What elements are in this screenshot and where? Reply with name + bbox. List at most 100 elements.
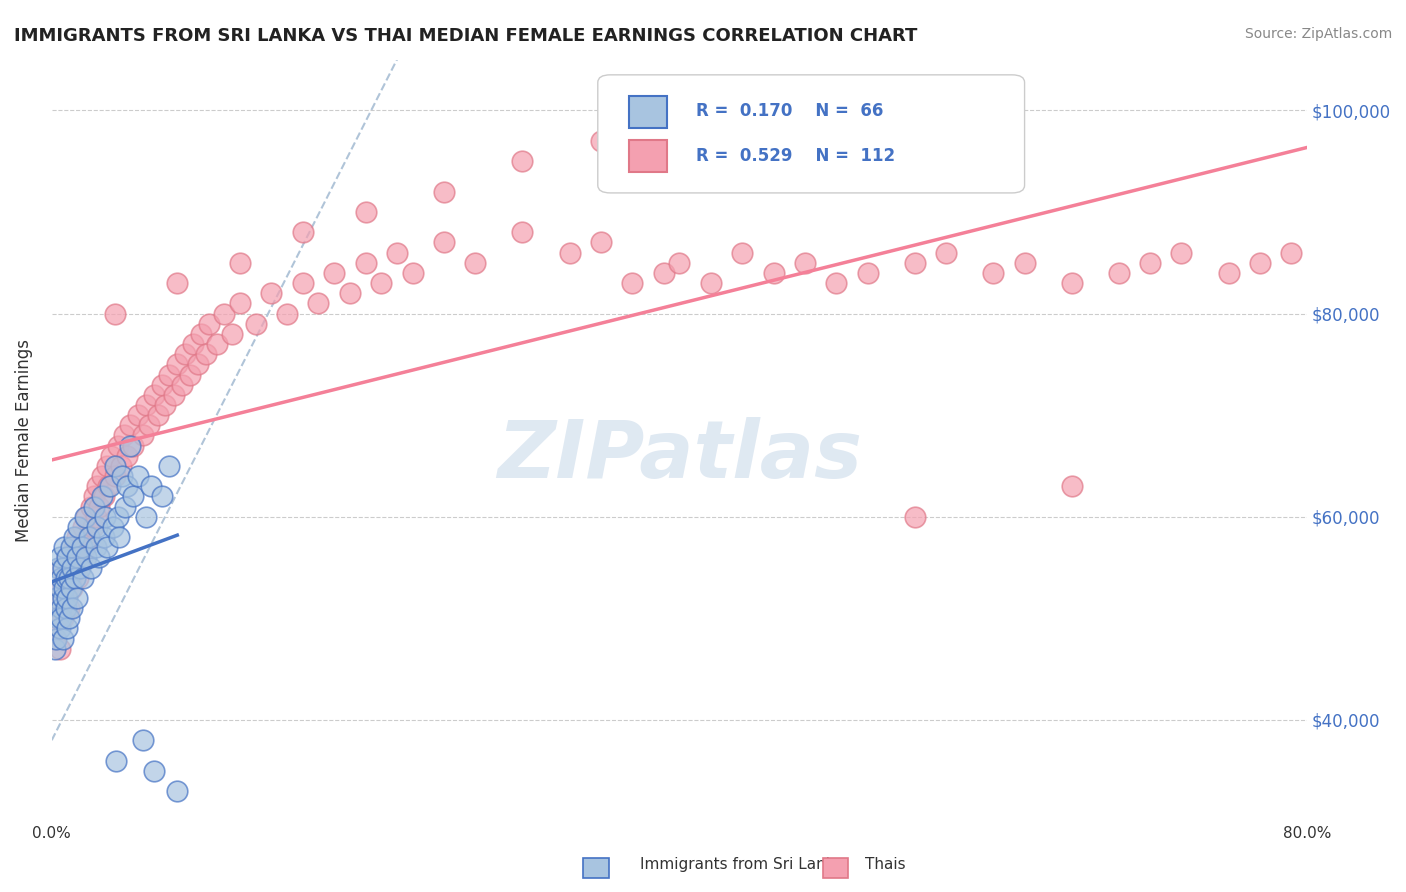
Text: Source: ZipAtlas.com: Source: ZipAtlas.com (1244, 27, 1392, 41)
Point (59, 540, 82, 554)
Point (166, 276, 188, 290)
Point (75, 550, 97, 565)
Point (148, 408, 170, 422)
Point (58, 601, 80, 615)
Point (87, 550, 110, 565)
Point (589, 235, 612, 250)
Point (323, 266, 346, 280)
Point (65, 571, 87, 585)
Point (72, 571, 94, 585)
Point (401, 266, 423, 280)
Point (51, 571, 73, 585)
Text: Thais: Thais (865, 857, 905, 872)
Point (48, 550, 70, 565)
Point (1218, 266, 1240, 280)
Point (245, 317, 267, 331)
Point (291, 276, 314, 290)
Point (668, 134, 690, 148)
Point (132, 733, 155, 747)
Point (60, 560, 83, 574)
Point (181, 337, 204, 351)
Point (67, 571, 90, 585)
Point (229, 256, 252, 270)
Point (668, 256, 690, 270)
Point (69, 560, 91, 574)
Point (55, 591, 77, 605)
Point (51, 560, 73, 574)
Point (52, 611, 75, 625)
Point (433, 235, 456, 250)
Point (83, 490, 105, 504)
Point (385, 245, 408, 260)
Point (308, 296, 330, 310)
Point (138, 418, 160, 433)
Point (59, 581, 82, 595)
Point (45, 591, 67, 605)
Point (166, 357, 188, 371)
Point (94, 509, 117, 524)
Point (112, 428, 135, 442)
Point (51, 601, 73, 615)
Point (66, 530, 89, 544)
Point (48, 581, 70, 595)
Point (187, 357, 209, 371)
Point (103, 307, 125, 321)
Point (91, 469, 114, 483)
Point (103, 469, 125, 483)
Point (91, 490, 114, 504)
Point (93, 490, 115, 504)
Point (46, 560, 69, 574)
Point (83, 500, 105, 514)
Point (84, 540, 107, 554)
Point (354, 205, 377, 219)
Point (58, 571, 80, 585)
Point (46, 611, 69, 625)
Point (79, 530, 101, 544)
Point (120, 439, 142, 453)
Point (45, 632, 67, 646)
Point (127, 408, 149, 422)
Text: R =  0.170    N =  66: R = 0.170 N = 66 (696, 103, 883, 120)
Point (135, 509, 157, 524)
Point (166, 784, 188, 798)
Point (229, 296, 252, 310)
Point (110, 458, 132, 473)
Point (107, 509, 129, 524)
Point (825, 134, 848, 148)
Point (59, 571, 82, 585)
Point (65, 560, 87, 574)
Point (45, 611, 67, 625)
Point (53, 540, 76, 554)
Point (170, 377, 193, 392)
Point (56, 591, 79, 605)
Point (114, 500, 136, 514)
Point (120, 418, 142, 433)
Point (73, 509, 96, 524)
Point (48, 581, 70, 595)
Point (122, 490, 145, 504)
Point (1170, 245, 1192, 260)
Point (93, 530, 115, 544)
Point (762, 266, 785, 280)
Point (84, 509, 107, 524)
Point (205, 337, 228, 351)
Point (1060, 479, 1083, 493)
Point (433, 185, 456, 199)
Point (48, 622, 70, 636)
Point (86, 520, 108, 534)
Point (159, 458, 181, 473)
Point (825, 276, 848, 290)
Text: IMMIGRANTS FROM SRI LANKA VS THAI MEDIAN FEMALE EARNINGS CORRELATION CHART: IMMIGRANTS FROM SRI LANKA VS THAI MEDIAN… (14, 27, 918, 45)
Point (56, 550, 79, 565)
Point (1279, 245, 1302, 260)
Point (159, 368, 181, 382)
Point (96, 540, 118, 554)
Point (97, 479, 120, 493)
Point (1060, 276, 1083, 290)
Point (163, 388, 186, 402)
Point (58, 611, 80, 625)
Y-axis label: Median Female Earnings: Median Female Earnings (15, 339, 32, 542)
Point (197, 317, 219, 331)
Point (981, 266, 1004, 280)
Point (904, 509, 927, 524)
